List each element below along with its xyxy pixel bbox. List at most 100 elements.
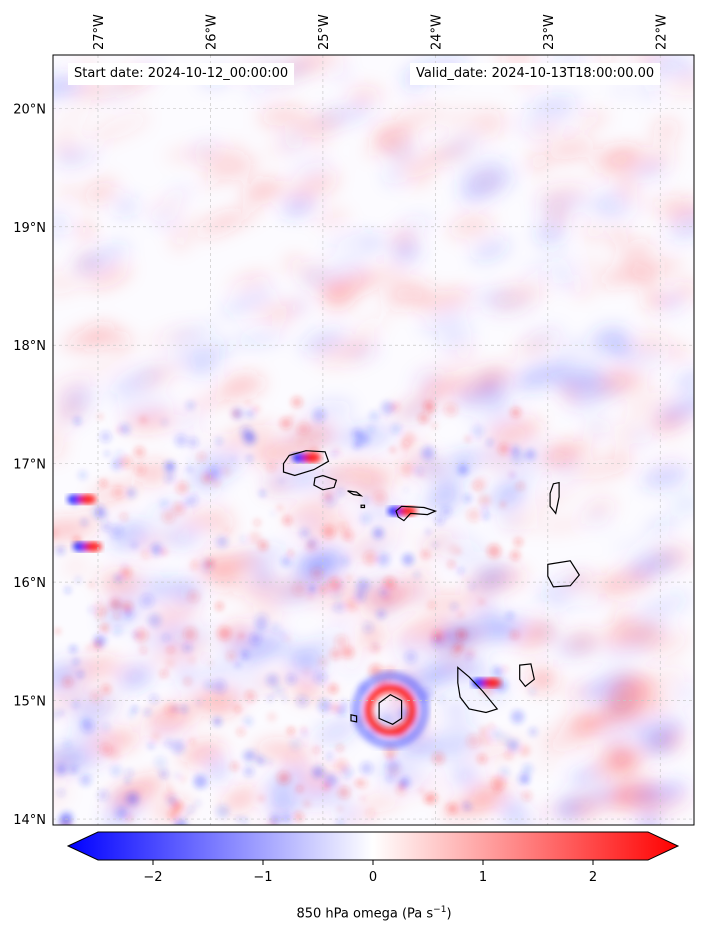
omega-speck	[163, 460, 176, 473]
omega-speck	[330, 648, 342, 660]
omega-speck	[444, 402, 458, 417]
omega-speck	[165, 658, 175, 669]
omega-speck	[91, 506, 104, 520]
omega-blob	[588, 418, 605, 433]
omega-blob	[310, 132, 328, 156]
omega-speck	[79, 774, 92, 787]
omega-speck	[301, 731, 307, 736]
omega-speck	[98, 414, 103, 420]
omega-blob	[624, 391, 675, 418]
omega-speck	[281, 696, 287, 702]
colorbar-title-exponent: −1	[433, 905, 447, 915]
omega-blob	[501, 800, 523, 820]
omega-speck	[381, 401, 395, 415]
omega-blob	[53, 131, 82, 156]
omega-speck	[212, 717, 222, 726]
omega-blob	[60, 185, 77, 200]
omega-speck	[224, 527, 230, 533]
omega-speck	[212, 679, 227, 693]
omega-blob	[660, 417, 694, 431]
omega-speck	[336, 488, 345, 497]
omega-blob	[631, 783, 688, 801]
omega-blob	[284, 256, 302, 270]
omega-speck	[99, 479, 107, 487]
omega-blob	[81, 329, 119, 350]
omega-blob	[445, 698, 467, 720]
omega-blob	[672, 281, 694, 301]
omega-feature	[351, 671, 430, 750]
omega-blob	[111, 330, 132, 352]
omega-speck	[247, 691, 252, 696]
omega-blob	[300, 329, 347, 354]
omega-blob	[73, 359, 133, 377]
omega-speck	[516, 482, 525, 491]
omega-speck	[196, 700, 202, 706]
map-frame	[52, 54, 695, 826]
omega-speck	[482, 506, 488, 512]
omega-speck	[413, 571, 421, 579]
omega-speck	[246, 455, 253, 462]
omega-speck	[77, 671, 84, 678]
omega-speck	[215, 602, 224, 611]
omega-speck	[267, 759, 273, 764]
omega-blob	[190, 343, 232, 362]
omega-speck	[289, 737, 302, 751]
omega-blob	[642, 465, 689, 488]
omega-blob	[634, 593, 691, 618]
omega-speck	[510, 473, 515, 478]
omega-speck	[402, 553, 414, 566]
omega-speck	[447, 560, 456, 568]
omega-blob	[281, 195, 315, 214]
omega-blob	[181, 742, 224, 764]
omega-speck	[421, 550, 430, 559]
omega-speck	[312, 746, 320, 754]
omega-speck	[175, 773, 181, 779]
omega-blob	[641, 736, 672, 753]
omega-speck	[425, 529, 431, 535]
omega-speck	[312, 408, 326, 422]
omega-speck	[521, 790, 532, 801]
omega-speck	[160, 669, 168, 678]
omega-speck	[63, 739, 72, 749]
omega-speck	[418, 413, 429, 424]
island-coastline	[360, 504, 366, 509]
omega-speck	[159, 769, 169, 779]
omega-speck	[463, 577, 469, 582]
lat-tick-label: 18°N	[13, 339, 46, 354]
omega-speck	[529, 727, 538, 736]
omega-speck	[174, 434, 188, 447]
omega-speck	[131, 705, 138, 713]
omega-blob	[339, 806, 357, 822]
lon-tick-label: 23°W	[542, 14, 557, 50]
omega-speck	[445, 632, 450, 637]
omega-blob	[537, 518, 589, 532]
omega-blob	[566, 357, 606, 371]
omega-speck	[492, 666, 504, 677]
omega-speck	[81, 719, 95, 733]
omega-speck	[167, 646, 174, 654]
omega-speck	[183, 812, 189, 817]
island-coastline	[547, 560, 581, 588]
colorbar-tick-label: −1	[253, 870, 272, 885]
omega-speck	[124, 814, 134, 823]
omega-blob	[436, 719, 480, 735]
omega-feature	[471, 677, 501, 688]
omega-speck	[172, 502, 185, 515]
omega-speck	[441, 506, 452, 518]
omega-blob	[58, 753, 111, 769]
omega-speck	[93, 634, 107, 648]
omega-speck	[308, 585, 316, 593]
omega-blob	[365, 463, 393, 482]
omega-speck	[327, 577, 342, 592]
omega-speck	[376, 609, 386, 619]
omega-speck	[258, 540, 268, 551]
omega-blob	[53, 377, 91, 397]
lat-tick-label: 20°N	[13, 102, 46, 117]
omega-blob	[324, 231, 373, 252]
omega-speck	[254, 613, 269, 628]
omega-blob	[53, 442, 66, 460]
omega-speck	[287, 727, 295, 735]
omega-ring-outer	[351, 671, 430, 750]
omega-blob	[229, 156, 264, 170]
omega-speck	[491, 776, 506, 790]
